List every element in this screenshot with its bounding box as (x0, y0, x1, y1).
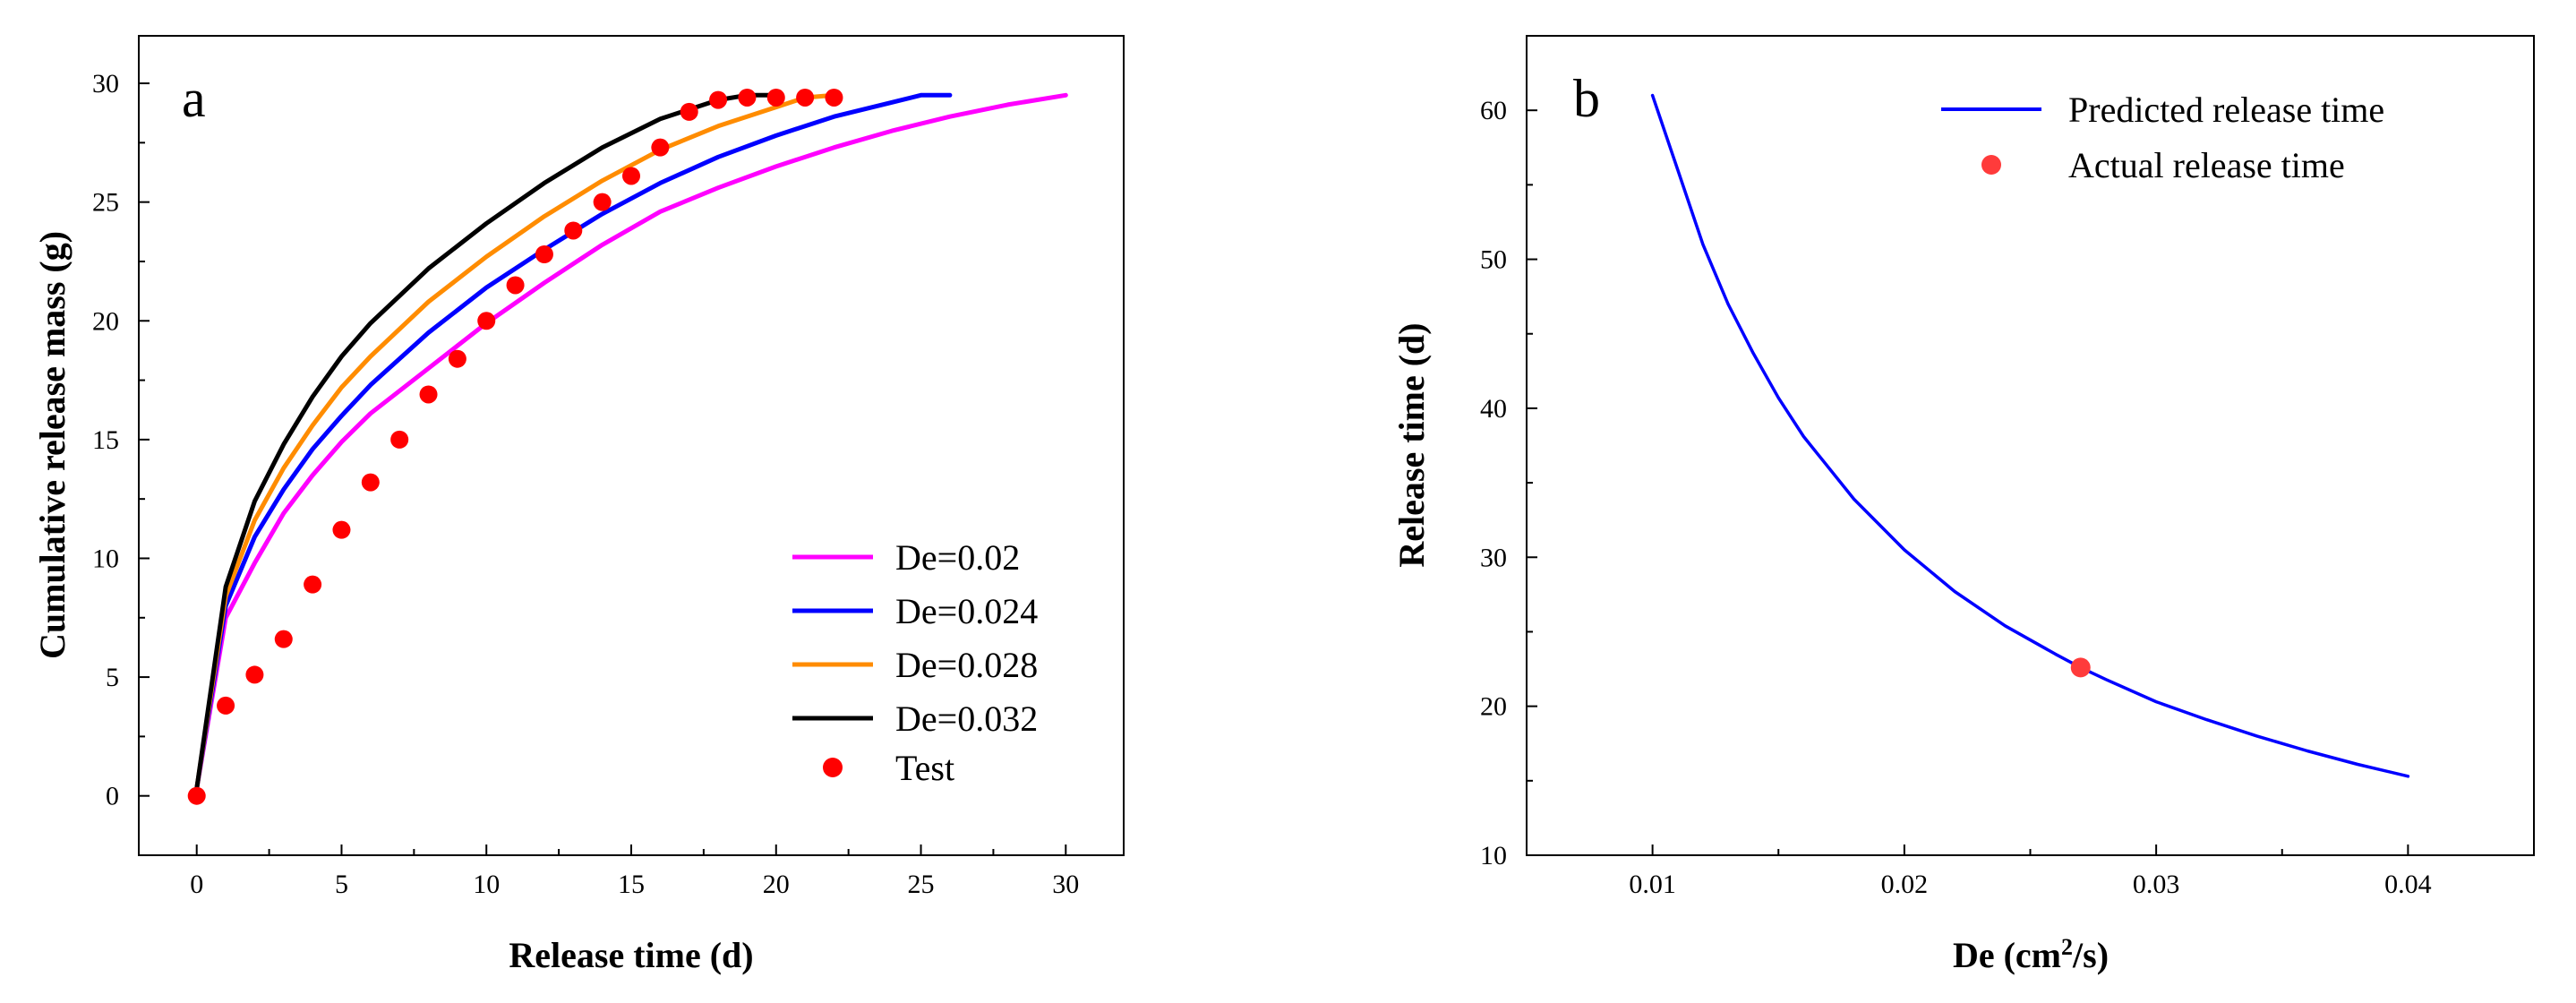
point-test (245, 665, 264, 684)
panel-b-x-axis-label: De (cm2/s) (1953, 934, 2109, 976)
legend-label-test: Test (895, 748, 954, 788)
point-test (825, 88, 843, 107)
point-test (274, 630, 293, 648)
panel-b-y-tick-label: 20 (1480, 692, 1507, 722)
panel-a-y-tick-label: 15 (92, 425, 119, 455)
point-test (709, 90, 728, 109)
point-test (361, 473, 380, 492)
legend-label-de-0.024: De=0.024 (895, 591, 1038, 631)
panel-a-x-tick-label: 5 (335, 870, 348, 899)
panel-a-x-tick-label: 20 (763, 870, 790, 899)
point-test (651, 138, 670, 157)
point-test (593, 193, 612, 211)
panel-a-y-tick-label: 20 (92, 306, 119, 336)
panel-b-y-tick-label: 50 (1480, 245, 1507, 275)
point-test (506, 276, 525, 295)
panel-a-y-tick-label: 30 (92, 69, 119, 99)
panel-b-plot (1650, 93, 2410, 778)
panel-b-x-tick-label: 0.03 (2133, 870, 2180, 899)
series-line-de-0.028 (194, 92, 836, 792)
panel-b: 0.01 0.02 0.03 0.04 10 20 30 40 50 60 b De (cm2/… (1391, 35, 2535, 976)
panel-a-plot (187, 88, 1068, 805)
legend-label-de-0.032: De=0.032 (895, 699, 1038, 739)
panel-a-x-axis-label: Release time (d) (509, 935, 753, 975)
point-test (304, 575, 322, 594)
panel-a-y-tick-label: 25 (92, 188, 119, 218)
panel-a-x-tick-label: 30 (1052, 870, 1079, 899)
panel-a-x-tick-label: 25 (908, 870, 935, 899)
panel-b-x-ticks: 0.01 0.02 0.03 0.04 (1629, 844, 2432, 899)
legend-label-actual: Actual release time (2068, 145, 2345, 185)
point-test (419, 385, 438, 404)
legend-label-de-0.028: De=0.028 (895, 645, 1038, 685)
point-test (622, 167, 640, 185)
panel-a-y-tick-label: 0 (106, 782, 119, 811)
panel-a-legend: De=0.02 De=0.024 De=0.028 De=0.032 Test (792, 537, 1038, 788)
panel-b-legend: Predicted release time Actual release ti… (1941, 90, 2384, 185)
panel-a-y-axis-label: Cumulative release mass (g) (32, 231, 73, 659)
point-test (564, 221, 583, 240)
point-test (477, 312, 496, 330)
panel-a-label: a (182, 69, 206, 128)
panel-a-x-tick-label: 15 (618, 870, 645, 899)
panel-b-y-tick-label: 30 (1480, 543, 1507, 572)
series-line-de-0.02 (194, 92, 1068, 792)
point-test (796, 88, 815, 107)
point-test (680, 102, 698, 121)
panel-b-x-tick-label: 0.01 (1629, 870, 1676, 899)
point-test (187, 786, 206, 805)
panel-b-frame (1526, 35, 2535, 856)
point-actual-release-time (2070, 657, 2091, 678)
point-test (766, 88, 785, 107)
panel-b-y-tick-label: 40 (1480, 394, 1507, 424)
panel-a-y-ticks: 0 5 10 15 20 25 30 (92, 69, 150, 811)
panel-b-y-axis-label: Release time (d) (1391, 322, 1432, 567)
legend-label-de-0.02: De=0.02 (895, 537, 1020, 578)
panel-a-x-tick-label: 0 (190, 870, 203, 899)
panel-a-y-tick-label: 5 (106, 663, 119, 692)
panel-b-y-tick-label: 60 (1480, 96, 1507, 125)
series-line-de-0.032 (194, 92, 779, 792)
legend-label-predicted: Predicted release time (2068, 90, 2384, 130)
point-test (535, 245, 553, 263)
panel-b-y-tick-label: 10 (1480, 841, 1507, 870)
series-line-de-0.024 (194, 92, 953, 792)
point-test (217, 696, 235, 715)
panel-a-x-ticks: 0 5 10 15 20 25 30 (190, 844, 1079, 899)
panel-a-x-tick-label: 10 (473, 870, 500, 899)
legend-marker-actual (1981, 155, 2001, 175)
series-line-predicted-release-time (1650, 93, 2410, 778)
panel-b-x-tick-label: 0.02 (1881, 870, 1929, 899)
panel-b-label: b (1573, 69, 1600, 128)
point-test (332, 520, 351, 539)
panel-a-y-tick-label: 10 (92, 544, 119, 573)
panel-b-y-ticks: 10 20 30 40 50 60 (1480, 96, 1537, 870)
point-test (448, 349, 466, 368)
panel-a: 0 5 10 15 20 25 30 0 5 10 15 20 25 30 a Release time… (32, 35, 1125, 975)
panel-b-x-tick-label: 0.04 (2384, 870, 2432, 899)
legend-marker-test (823, 758, 843, 777)
point-test (738, 88, 757, 107)
point-test (390, 430, 409, 449)
